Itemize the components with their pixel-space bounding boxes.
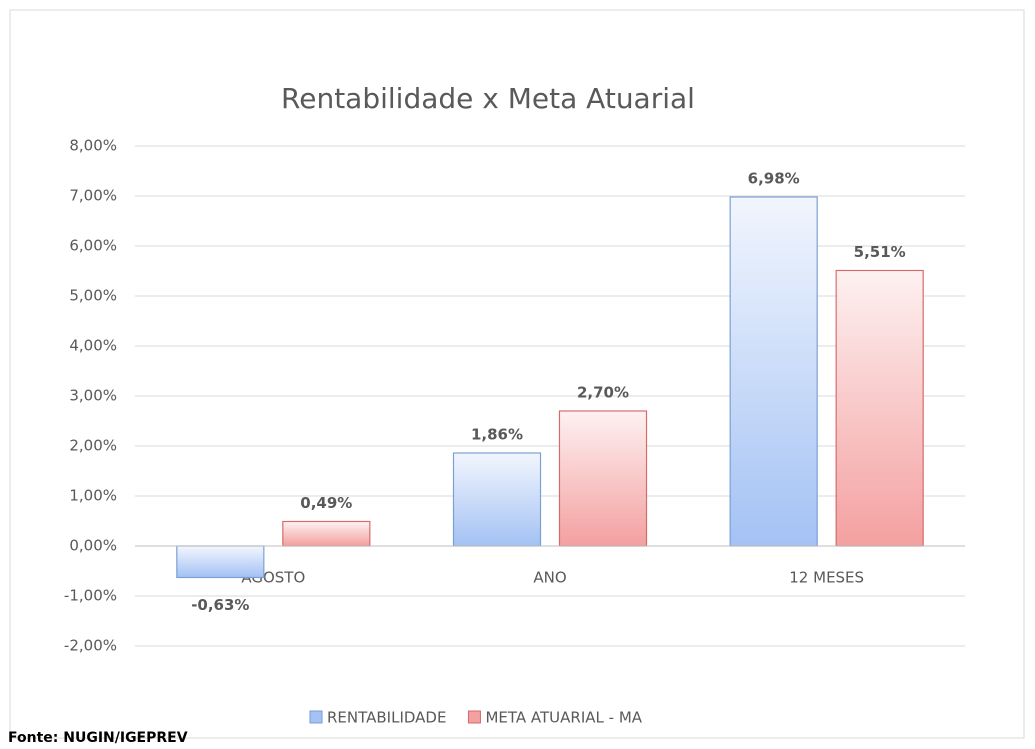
bar-group <box>835 269 924 547</box>
y-tick-label: 6,00% <box>69 237 117 255</box>
y-tick-label: -2,00% <box>64 637 117 655</box>
bar-sheen <box>560 411 646 546</box>
y-tick-label: 5,00% <box>69 287 117 305</box>
data-label: 2,70% <box>577 384 629 402</box>
bar-group <box>558 410 648 547</box>
bar-group <box>176 545 265 579</box>
legend-swatch <box>309 710 323 724</box>
x-tick-label: 12 MESES <box>789 569 864 587</box>
legend-label: META ATUARIAL - MA <box>485 709 642 727</box>
data-label: -0,63% <box>191 596 249 614</box>
bar-sheen <box>836 271 923 546</box>
data-label: 6,98% <box>748 170 800 188</box>
y-tick-label: 7,00% <box>69 187 117 205</box>
bar-group <box>452 452 542 547</box>
y-tick-label: -1,00% <box>64 587 117 605</box>
y-tick-label: 3,00% <box>69 387 117 405</box>
data-label: 1,86% <box>471 426 523 444</box>
bar-sheen <box>177 546 264 577</box>
data-label: 5,51% <box>854 243 906 261</box>
bar-group <box>282 520 371 547</box>
y-tick-label: 0,00% <box>69 537 117 555</box>
bar-sheen <box>454 453 540 546</box>
y-tick-label: 4,00% <box>69 337 117 355</box>
legend-swatch <box>467 710 481 724</box>
legend-label: RENTABILIDADE <box>327 709 446 727</box>
source: Fonte: NUGIN/IGEPREV <box>8 730 188 746</box>
bar-sheen <box>730 197 817 546</box>
bar-sheen <box>283 522 370 546</box>
bar-group <box>729 196 818 547</box>
y-tick-label: 1,00% <box>69 487 117 505</box>
chart-title: Rentabilidade x Meta Atuarial <box>281 82 695 115</box>
y-tick-label: 8,00% <box>69 137 117 155</box>
x-tick-label: ANO <box>533 569 566 587</box>
y-tick-label: 2,00% <box>69 437 117 455</box>
data-label: 0,49% <box>300 494 352 512</box>
